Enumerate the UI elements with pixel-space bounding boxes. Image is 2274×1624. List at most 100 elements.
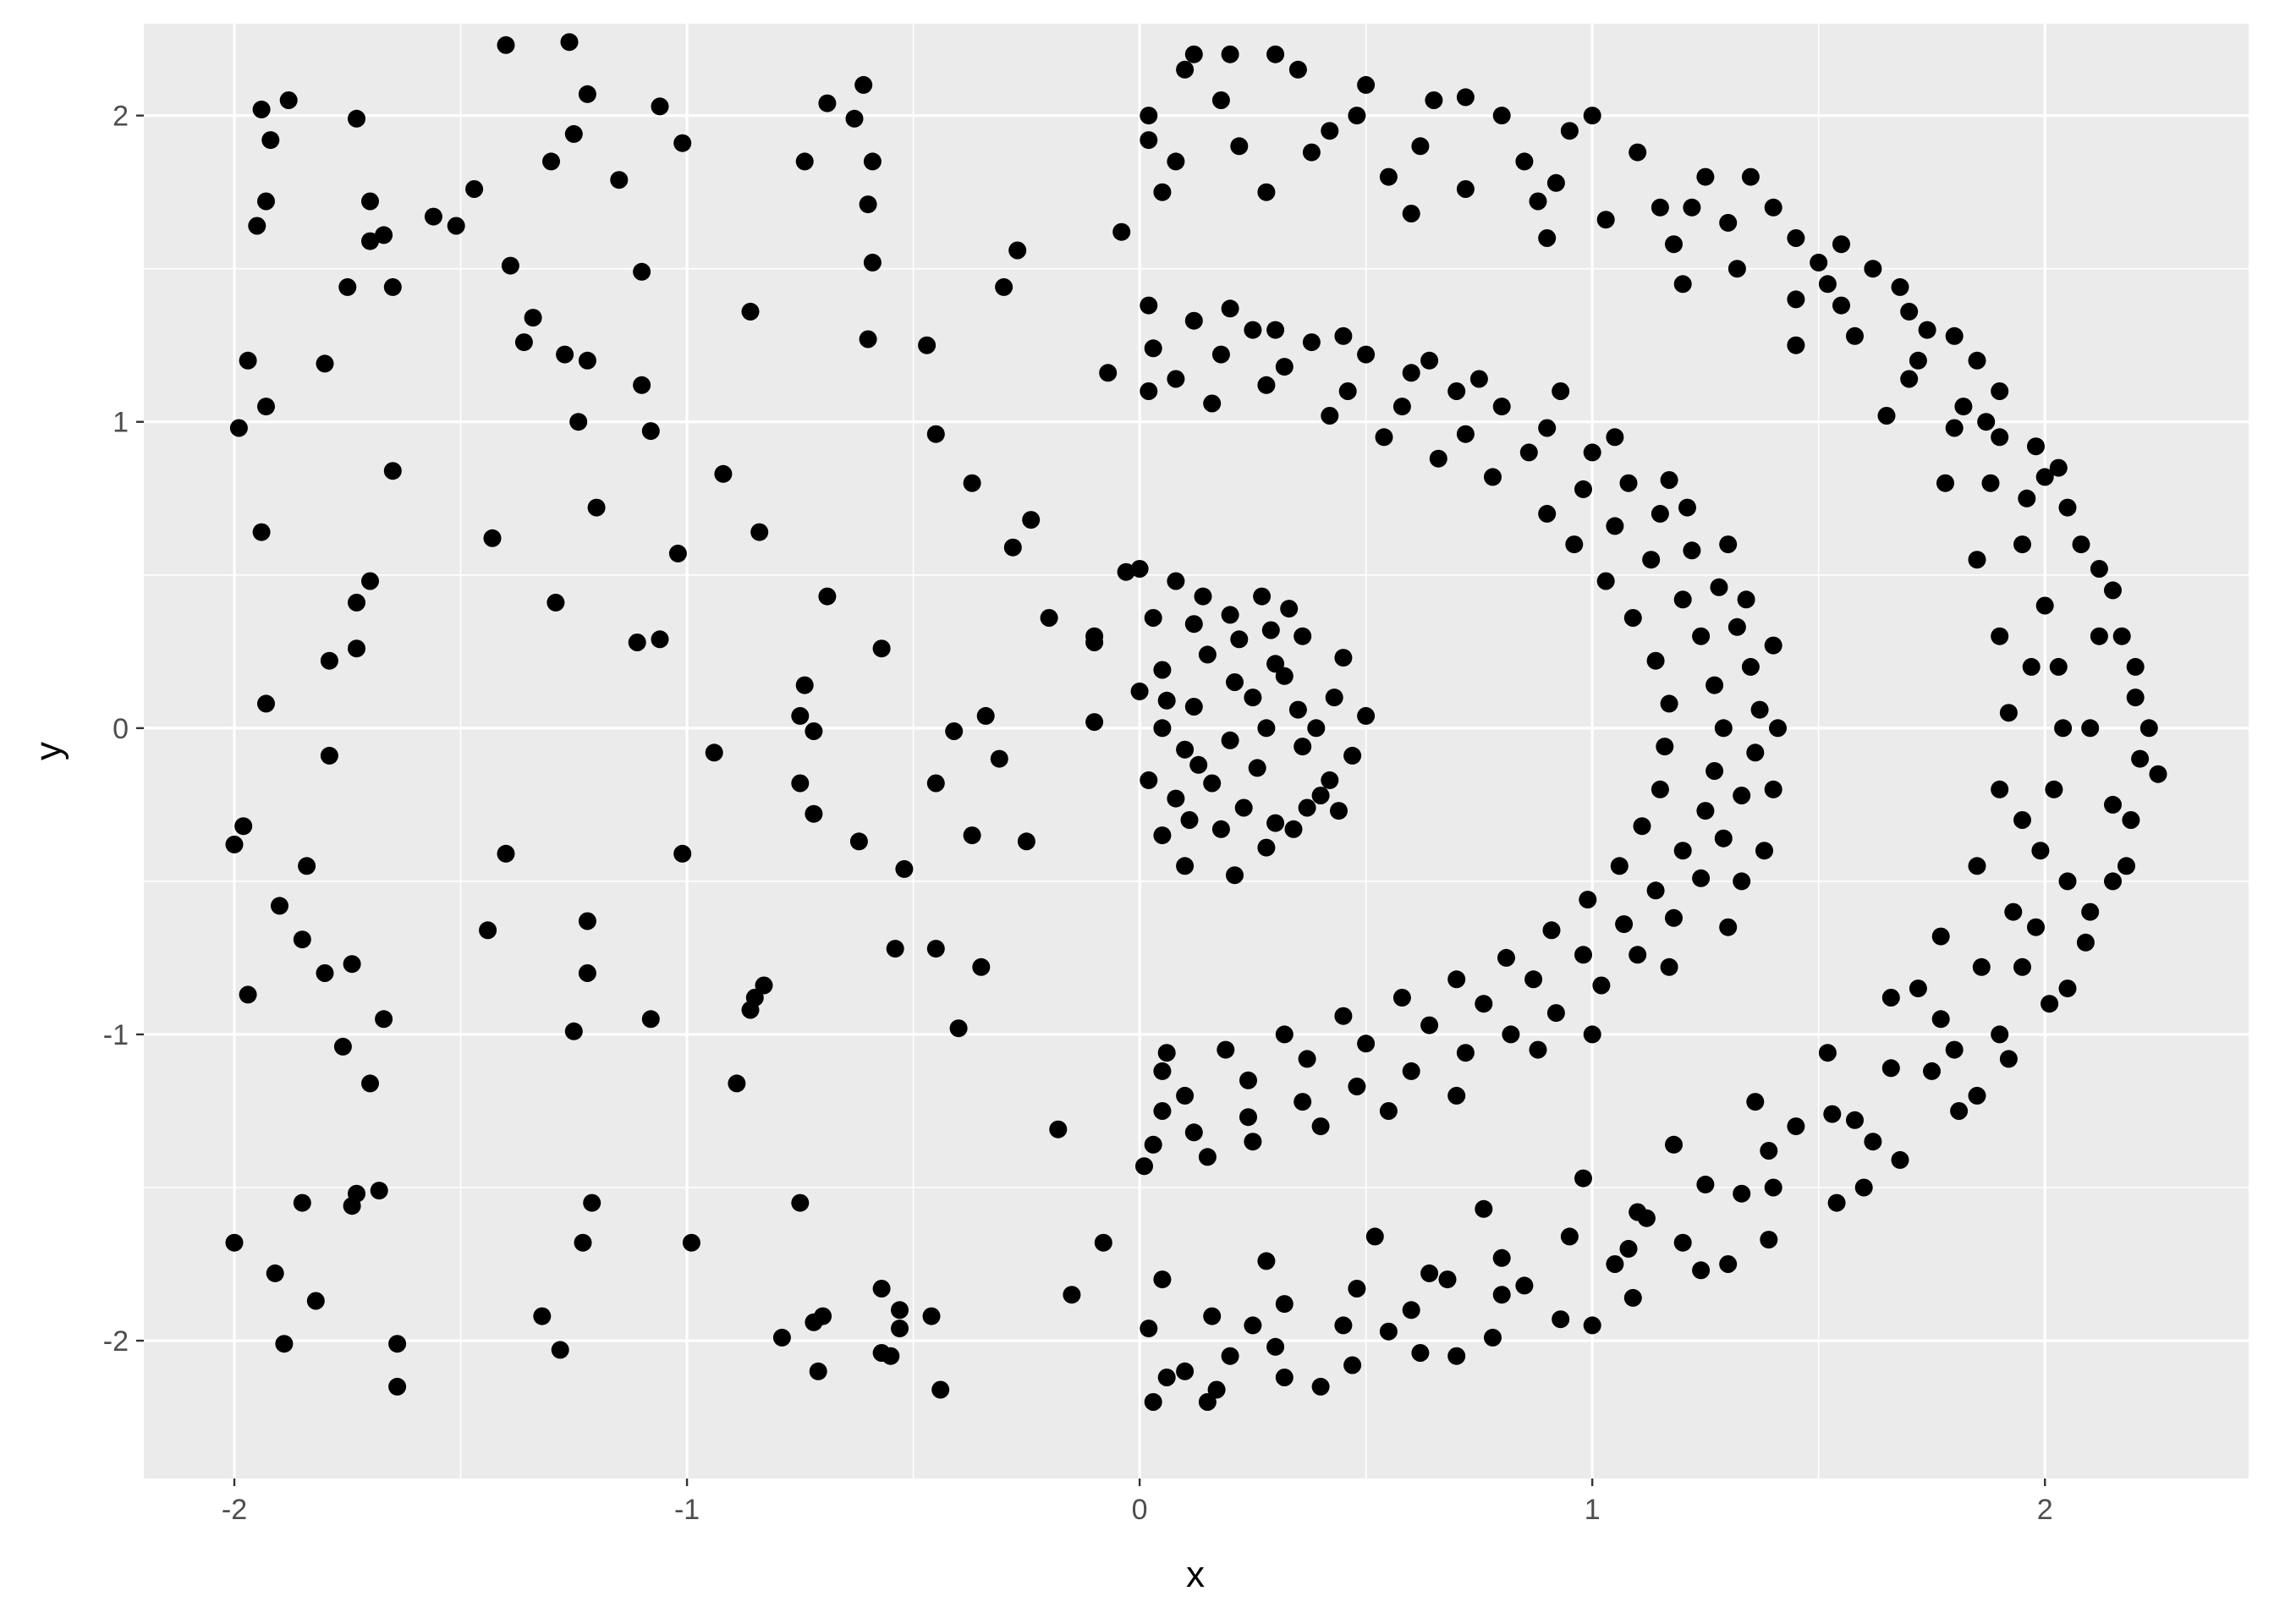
data-point (1402, 1301, 1420, 1320)
data-point (524, 309, 542, 327)
data-point (1706, 762, 1724, 780)
data-point (705, 743, 723, 762)
data-point (795, 152, 814, 171)
data-point (2081, 719, 2100, 738)
data-point (1275, 358, 1294, 376)
data-point (926, 940, 945, 958)
data-point (248, 217, 266, 235)
data-point (1746, 1093, 1765, 1111)
data-point (1787, 336, 1805, 354)
data-point (343, 955, 361, 974)
data-point (2018, 489, 2036, 508)
data-point (728, 1074, 746, 1093)
data-point (1447, 970, 1466, 989)
data-point (1719, 1255, 1738, 1273)
data-point (990, 749, 1008, 768)
data-point (1144, 1393, 1162, 1411)
data-point (1207, 1380, 1226, 1399)
data-point (1596, 211, 1615, 229)
data-point (1492, 398, 1511, 416)
data-point (918, 336, 937, 354)
data-point (854, 75, 873, 94)
data-point (1891, 277, 1909, 296)
data-point (1692, 1261, 1711, 1280)
data-point (791, 706, 810, 725)
data-point (383, 277, 402, 296)
data-point (1184, 1123, 1203, 1142)
data-point (370, 1182, 388, 1200)
data-point (1294, 1093, 1312, 1111)
data-point (772, 1328, 791, 1347)
data-point (1538, 504, 1557, 523)
data-point (1420, 1016, 1439, 1034)
data-point (497, 36, 515, 54)
data-point (1741, 657, 1760, 676)
data-point (1660, 471, 1678, 489)
data-point (1583, 1025, 1601, 1044)
data-point (895, 859, 914, 878)
data-point (1629, 143, 1647, 162)
data-point (1321, 407, 1339, 425)
data-point (2058, 979, 2077, 998)
data-point (1343, 746, 1362, 765)
data-point (447, 217, 465, 235)
x-tick-label: -2 (222, 1494, 247, 1526)
data-point (1153, 1270, 1172, 1289)
data-point (1633, 817, 1651, 836)
data-point (578, 351, 596, 370)
data-point (1298, 798, 1316, 817)
data-point (1991, 1025, 2009, 1044)
data-point (1130, 682, 1149, 700)
data-point (1167, 152, 1185, 171)
data-point (1673, 1233, 1692, 1252)
data-point (361, 192, 379, 211)
data-point (1579, 891, 1597, 909)
data-point (2013, 811, 2031, 829)
data-point (1135, 1157, 1153, 1176)
data-point (1991, 780, 2009, 798)
data-point (972, 957, 991, 976)
data-point (1130, 560, 1149, 578)
data-point (1357, 706, 1376, 725)
data-point (225, 1233, 244, 1252)
data-point (578, 912, 596, 930)
y-tick-label: 0 (113, 713, 129, 745)
data-point (1411, 137, 1430, 156)
data-point (1438, 1270, 1457, 1289)
data-point (995, 277, 1013, 296)
data-point (2022, 657, 2041, 676)
data-point (1683, 198, 1701, 217)
data-point (569, 413, 588, 431)
data-point (1334, 1316, 1353, 1335)
data-point (741, 1001, 760, 1019)
data-point (741, 302, 760, 321)
data-point (252, 100, 271, 118)
data-point (1673, 842, 1692, 860)
data-point (682, 1233, 700, 1252)
y-axis-ticks: -2 -1 0 1 2 (103, 101, 144, 1358)
data-point (1746, 743, 1765, 762)
data-point (564, 124, 583, 143)
data-point (1244, 689, 1262, 707)
data-point (1733, 787, 1751, 804)
data-point (1546, 173, 1565, 192)
data-point (375, 226, 393, 244)
data-point (1184, 311, 1203, 330)
data-point (1311, 1377, 1330, 1396)
data-point (1008, 241, 1027, 260)
data-point (533, 1307, 552, 1325)
data-point (1456, 1044, 1475, 1062)
data-point (1769, 719, 1787, 738)
data-point (1244, 321, 1262, 339)
data-point (1606, 1255, 1624, 1273)
data-point (1040, 609, 1058, 627)
data-point (1348, 1280, 1366, 1298)
data-point (1153, 1102, 1172, 1120)
data-point (1257, 183, 1276, 201)
data-point (1167, 789, 1185, 808)
data-point (1257, 719, 1276, 738)
data-point (791, 774, 810, 793)
data-point (1198, 1393, 1217, 1411)
data-point (633, 376, 651, 394)
